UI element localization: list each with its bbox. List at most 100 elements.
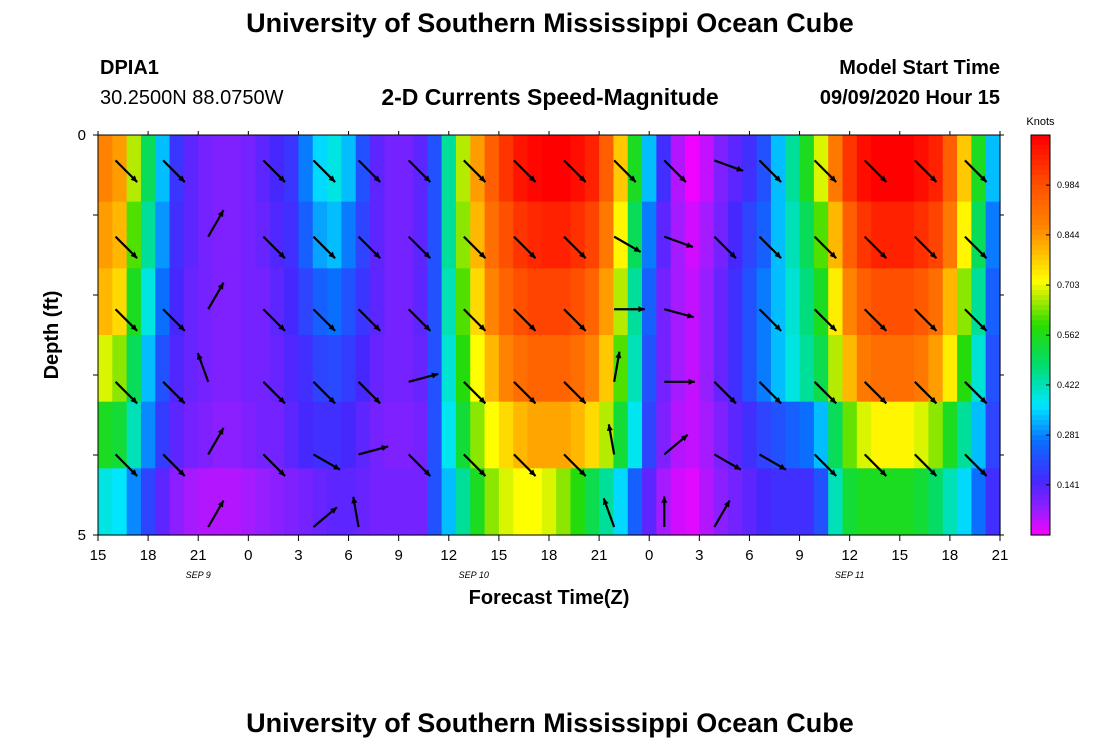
heatmap-cell [813, 201, 829, 269]
heatmap-cell [255, 335, 271, 403]
heatmap-cell [642, 468, 657, 536]
heatmap-cell [484, 135, 500, 203]
heatmap-cell [312, 268, 328, 336]
heatmap-cell [871, 135, 887, 203]
x-tick-label: 21 [992, 547, 1009, 564]
heatmap-cell [384, 201, 400, 269]
heatmap-cell [284, 201, 300, 269]
heatmap-cell [713, 201, 729, 269]
heatmap-cell [327, 268, 342, 336]
heatmap-cell [327, 135, 342, 203]
heatmap-cell [513, 201, 529, 269]
current-arrow-head [680, 434, 688, 442]
colorbar-segment [1031, 270, 1050, 276]
current-arrow-head [130, 175, 138, 183]
current-arrow-head [423, 175, 431, 183]
current-arrow-head [774, 324, 782, 331]
heatmap-cell [699, 268, 715, 336]
current-arrow-head [373, 396, 381, 404]
heatmap-cell [642, 335, 657, 403]
heatmap-cell [398, 201, 414, 269]
heatmap-cell [412, 401, 428, 469]
heatmap-cell [226, 401, 242, 469]
heatmap-cell [441, 201, 457, 269]
heatmap-cell [284, 135, 300, 203]
current-arrow-head [629, 175, 636, 183]
current-arrow-head [478, 175, 486, 183]
heatmap-cell [541, 268, 557, 336]
heatmap-cell [842, 135, 858, 203]
heatmap-cell [670, 201, 686, 269]
current-arrow-head [929, 396, 937, 404]
heatmap-cell [341, 401, 357, 469]
colorbar-segment [1031, 350, 1050, 356]
heatmap-cell [914, 201, 930, 269]
heatmap-cell [885, 135, 901, 203]
station-coords: 30.2500N 88.0750W [100, 87, 284, 109]
heatmap-cell [885, 201, 901, 269]
current-arrow-head [332, 463, 340, 470]
heatmap-cell [98, 268, 113, 336]
current-arrow-head [879, 324, 887, 331]
colorbar-segment [1031, 140, 1050, 146]
heatmap-cell [198, 468, 214, 536]
current-arrow-head [528, 251, 536, 259]
colorbar-segment [1031, 190, 1050, 196]
heatmap-cell [126, 468, 142, 536]
colorbar-segment [1031, 315, 1050, 321]
colorbar-label: 0.281 [1057, 430, 1080, 440]
heatmap-cell [785, 468, 801, 536]
heatmap-cell [498, 268, 514, 336]
heatmap-cell [513, 468, 529, 536]
heatmap-cell [871, 468, 887, 536]
colorbar-segment [1031, 340, 1050, 346]
heatmap-cell [685, 468, 700, 536]
heatmap-cell [241, 468, 257, 536]
heatmap-cell [756, 268, 772, 336]
heatmap-cell [255, 468, 271, 536]
current-arrow-head [328, 175, 336, 183]
heatmap-cell [613, 201, 629, 269]
heatmap-cell [212, 201, 228, 269]
heatmap-cell [828, 135, 844, 203]
heatmap-cell [713, 401, 729, 469]
colorbar-label: 0.703 [1057, 280, 1080, 290]
colorbar-segment [1031, 250, 1050, 256]
current-arrow-head [579, 324, 586, 331]
colorbar-segment [1031, 230, 1050, 236]
heatmap-cell [828, 468, 844, 536]
heatmap-cell [756, 135, 772, 203]
heatmap-cell [527, 468, 543, 536]
heatmap-cell [427, 268, 443, 336]
current-arrow-head [929, 469, 937, 477]
heatmap-cell [742, 401, 758, 469]
heatmap-cell [627, 468, 643, 536]
current-arrow-head [423, 324, 431, 331]
current-arrows [114, 159, 988, 528]
heatmap-cell [98, 135, 113, 203]
heatmap-cell [899, 201, 915, 269]
heatmap-cell [856, 268, 872, 336]
heatmap-cell [298, 268, 314, 336]
heatmap-cell [813, 268, 829, 336]
heatmap-cell [770, 268, 786, 336]
heatmap-cell [713, 468, 729, 536]
heatmap-cell [613, 268, 629, 336]
current-arrow-head [929, 324, 937, 331]
current-arrow-head [178, 396, 185, 404]
heatmap-cell [756, 335, 772, 403]
current-arrow-head [431, 372, 439, 379]
heatmap-cell [985, 401, 1001, 469]
current-arrow-head [778, 463, 786, 470]
x-tick-label: 6 [745, 547, 753, 564]
heatmap-cell [241, 335, 257, 403]
heatmap-cell [183, 135, 199, 203]
colorbar-segment [1031, 475, 1050, 481]
heatmap-cell [169, 468, 185, 536]
current-arrow-head [423, 251, 431, 259]
heatmap-cell [584, 335, 600, 403]
heatmap-cell [140, 201, 156, 269]
heatmap-cell [756, 201, 772, 269]
heatmap-cell [699, 401, 715, 469]
colorbar-segment [1031, 300, 1050, 306]
